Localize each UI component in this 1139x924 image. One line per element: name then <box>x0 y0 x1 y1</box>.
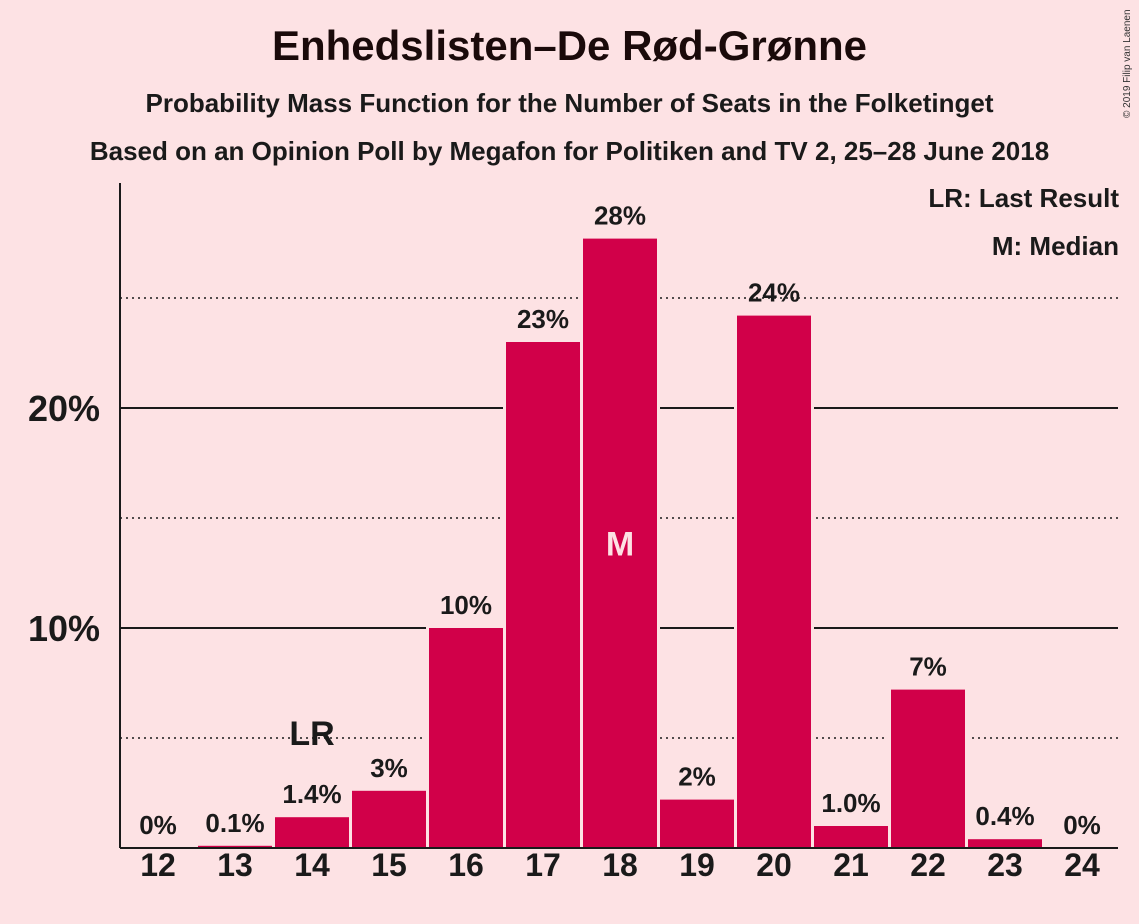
median-marker: M <box>606 525 634 563</box>
bar <box>275 817 349 848</box>
legend-median: M: Median <box>991 231 1119 261</box>
x-tick-label: 12 <box>140 847 176 883</box>
data-label: 3% <box>370 753 408 783</box>
bar <box>891 689 965 848</box>
data-label: 0% <box>1063 810 1101 840</box>
bar <box>198 845 272 848</box>
y-tick-label: 10% <box>28 608 100 649</box>
bar <box>737 315 811 849</box>
bar <box>968 839 1042 848</box>
x-tick-label: 22 <box>910 847 946 883</box>
data-label: 2% <box>678 762 716 792</box>
data-label: 23% <box>517 304 569 334</box>
x-tick-label: 21 <box>833 847 869 883</box>
chart-title: Enhedslisten–De Rød-Grønne <box>271 22 868 69</box>
data-label: 0.4% <box>975 801 1034 831</box>
x-tick-label: 14 <box>294 847 330 883</box>
data-label: 0.1% <box>205 808 264 838</box>
y-tick-label: 20% <box>28 388 100 429</box>
data-label: 7% <box>909 652 947 682</box>
x-tick-label: 18 <box>602 847 638 883</box>
bar <box>660 799 734 848</box>
legend-last-result: LR: Last Result <box>928 183 1119 213</box>
label-layer: 10% 20% 12 0% 13 0.1% 14 1.4% LR 15 3% 16 10% 17 23% 18… <box>28 201 1101 883</box>
x-tick-label: 20 <box>756 847 792 883</box>
data-label: 0% <box>139 810 177 840</box>
bar-gap <box>195 842 275 848</box>
axis-layer <box>119 183 1118 849</box>
data-label: 1.0% <box>821 788 880 818</box>
bar-layer <box>195 235 1045 849</box>
last-result-marker: LR <box>289 715 334 753</box>
data-label: 24% <box>748 278 800 308</box>
data-label: 10% <box>440 590 492 620</box>
x-tick-label: 19 <box>679 847 715 883</box>
data-label: 28% <box>594 201 646 231</box>
x-tick-label: 17 <box>525 847 561 883</box>
x-tick-label: 24 <box>1064 847 1100 883</box>
x-tick-label: 23 <box>987 847 1023 883</box>
chart-subtitle: Probability Mass Function for the Number… <box>145 88 994 118</box>
bar <box>814 826 888 848</box>
bar <box>506 342 580 848</box>
x-tick-label: 15 <box>371 847 407 883</box>
bar <box>429 628 503 848</box>
bar <box>352 790 426 848</box>
x-tick-label: 13 <box>217 847 253 883</box>
bar <box>583 238 657 849</box>
chart-source-line: Based on an Opinion Poll by Megafon for … <box>89 136 1050 166</box>
data-label: 1.4% <box>282 779 341 809</box>
x-tick-label: 16 <box>448 847 484 883</box>
